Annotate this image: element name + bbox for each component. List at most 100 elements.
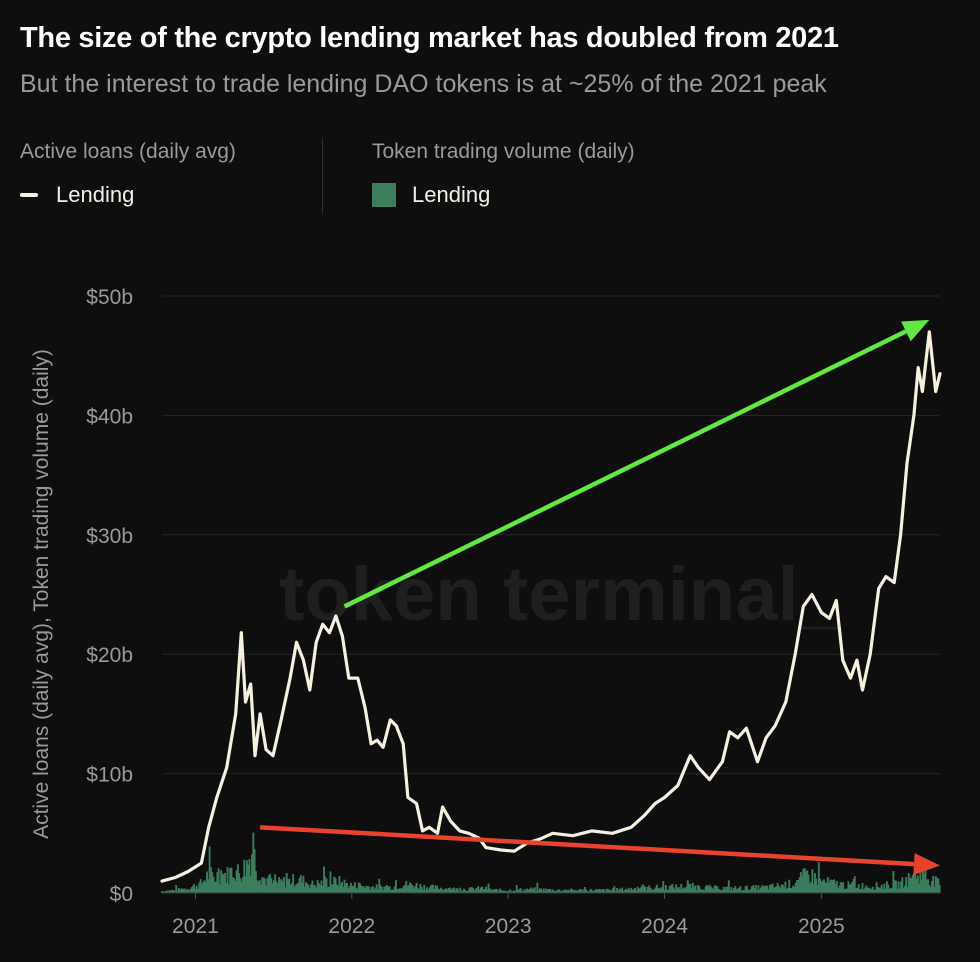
volume-bar <box>172 890 175 893</box>
volume-bar <box>361 886 364 893</box>
volume-bar <box>653 889 656 893</box>
volume-bar <box>469 887 472 893</box>
volume-bar <box>351 885 354 893</box>
volume-bar <box>177 887 180 893</box>
volume-bar <box>838 885 841 893</box>
volume-bar <box>401 888 404 893</box>
volume-bar <box>771 883 774 893</box>
volume-bar <box>513 890 516 893</box>
volume-bar <box>582 889 585 893</box>
volume-bar <box>781 884 784 893</box>
volume-bar <box>491 889 494 893</box>
volume-bar <box>487 883 490 893</box>
volume-bar <box>468 888 471 893</box>
volume-bar <box>829 879 832 893</box>
volume-bar <box>731 890 734 893</box>
volume-bar <box>236 864 239 893</box>
volume-bar <box>866 887 869 893</box>
volume-bar <box>335 884 338 893</box>
volume-bar <box>607 889 609 893</box>
volume-bar <box>603 889 606 893</box>
volume-bar <box>844 888 847 893</box>
volume-bar <box>554 891 557 893</box>
volume-bar <box>393 886 396 893</box>
volume-bar <box>716 886 719 893</box>
volume-bar <box>816 884 819 893</box>
volume-bar <box>851 882 854 893</box>
volume-bar <box>188 890 190 893</box>
volume-bar <box>924 868 927 893</box>
volume-bar <box>166 890 169 893</box>
volume-bar <box>218 884 221 893</box>
chart-title: The size of the crypto lending market ha… <box>20 22 839 54</box>
volume-bar <box>590 888 593 893</box>
volume-bar <box>711 887 714 893</box>
volume-bar <box>666 890 669 893</box>
volume-bar <box>932 875 935 893</box>
volume-bar <box>438 889 441 893</box>
legend-item-lending-bars[interactable]: Lending <box>372 182 635 208</box>
volume-bar <box>456 888 459 893</box>
volume-bar <box>209 867 212 893</box>
volume-bar <box>618 888 621 893</box>
volume-bar <box>407 885 410 893</box>
volume-bar <box>682 887 685 893</box>
volume-bar <box>735 888 738 893</box>
volume-bar <box>346 882 349 893</box>
volume-bar <box>798 877 801 893</box>
volume-bar <box>600 889 603 893</box>
volume-bar <box>451 888 454 893</box>
volume-bar <box>864 887 867 893</box>
volume-bar <box>587 891 590 893</box>
volume-bar <box>918 883 921 893</box>
volume-bar <box>433 888 436 893</box>
volume-bar <box>640 886 643 893</box>
volume-bar <box>776 882 779 893</box>
volume-bar <box>173 891 176 893</box>
volume-bar <box>454 890 457 893</box>
volume-bar <box>893 880 896 893</box>
volume-bar <box>544 891 547 893</box>
volume-bar <box>490 890 493 893</box>
volume-bar <box>311 880 314 893</box>
volume-bar <box>339 884 342 893</box>
chart-subtitle: But the interest to trade lending DAO to… <box>20 70 827 98</box>
volume-bar <box>337 886 340 893</box>
volume-bar <box>619 889 622 893</box>
volume-bar <box>186 889 189 893</box>
volume-bar <box>230 867 233 893</box>
volume-bar <box>352 885 355 893</box>
volume-bar <box>830 880 833 893</box>
volume-bar <box>801 875 804 893</box>
volume-bar <box>545 888 548 893</box>
volume-bar <box>531 889 534 893</box>
volume-bar <box>199 879 202 893</box>
volume-bar <box>350 882 352 893</box>
volume-bar <box>761 885 764 893</box>
volume-bar <box>794 882 797 893</box>
volume-bar <box>423 884 426 893</box>
volume-bar <box>427 890 430 893</box>
volume-bar <box>546 889 549 893</box>
legend-item-lending-line[interactable]: Lending <box>20 182 236 208</box>
volume-bar <box>740 890 743 893</box>
volume-bar <box>601 889 604 893</box>
volume-bar <box>247 864 250 893</box>
volume-bar <box>698 885 701 893</box>
volume-bar <box>189 889 192 893</box>
volume-bar <box>418 888 421 893</box>
volume-bar <box>744 886 747 893</box>
volume-bar <box>567 889 570 893</box>
volume-bar <box>824 882 827 893</box>
volume-bar <box>925 879 928 893</box>
volume-bar <box>493 889 496 893</box>
x-tick-label: 2023 <box>485 915 532 938</box>
volume-bar <box>793 886 796 893</box>
trend-arrow-head <box>913 853 940 876</box>
volume-bar <box>727 880 730 893</box>
volume-bar <box>919 869 922 893</box>
volume-bar <box>292 874 295 893</box>
volume-bar <box>244 876 247 893</box>
volume-bar <box>466 891 469 893</box>
volume-bar <box>894 880 897 893</box>
